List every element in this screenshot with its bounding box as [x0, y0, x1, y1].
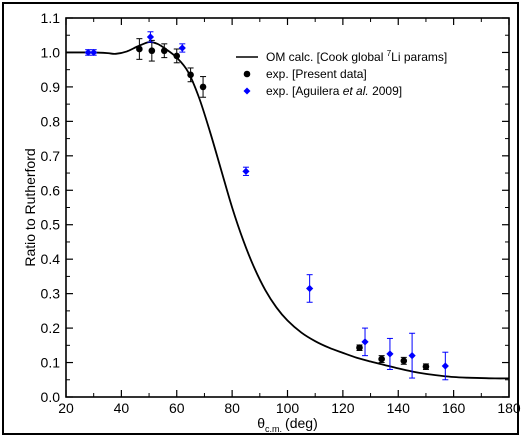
present-data-point [378, 355, 385, 364]
present-data-point [148, 39, 156, 62]
x-tick-label: 80 [224, 400, 240, 416]
x-tick-label: 60 [169, 400, 185, 416]
aguilera-data-point [408, 332, 416, 379]
x-tick-label: 140 [387, 400, 411, 416]
y-tick-label: 0.6 [41, 182, 61, 198]
x-axis-label-subscript: c.m. [265, 424, 282, 434]
circle-marker [199, 83, 207, 91]
legend-present-marker [243, 70, 251, 78]
y-tick-label: 0.1 [41, 355, 61, 371]
aguilera-data-point [441, 351, 449, 381]
y-tick-label: 0.5 [41, 217, 61, 233]
diamond-marker [306, 284, 314, 293]
legend-om-label-superscript: 7 [387, 49, 392, 58]
aguilera-data-point [90, 48, 98, 57]
circle-marker [173, 52, 181, 60]
x-tick-label: 120 [331, 400, 355, 416]
legend-aguilera-label: exp. [Aguilera et al. 2009] [266, 84, 402, 98]
aguilera-data-point [178, 43, 186, 53]
y-tick-label: 0.0 [41, 389, 61, 405]
aguilera-data-point [386, 337, 394, 370]
y-tick-label: 0.8 [41, 113, 61, 129]
diamond-marker [361, 338, 369, 346]
axis-ticks: 20 40 60 80 100 120 140 160 180 0.0 0.1 0.2 0.3 0.4 0.… [41, 10, 521, 416]
legend-aguilera-marker [243, 87, 251, 95]
circle-marker [356, 344, 363, 352]
diamond-marker [242, 167, 250, 175]
legend-aguilera-label-part1: exp. [Aguilera [266, 84, 343, 98]
circle-marker [148, 47, 156, 55]
diamond-marker [178, 44, 186, 52]
x-tick-label: 40 [114, 400, 130, 416]
plot-area [65, 17, 510, 398]
y-tick-label: 0.4 [41, 251, 61, 267]
y-tick-label: 1.1 [41, 10, 61, 26]
aguilera-data-point [361, 327, 369, 357]
data-points-layer [84, 31, 449, 381]
y-tick-label: 0.3 [41, 286, 61, 302]
legend-om-label-prefix: OM calc. [Cook global [266, 50, 387, 64]
x-tick-label: 100 [276, 400, 300, 416]
y-tick-label: 0.9 [41, 79, 61, 95]
present-data-point [356, 344, 363, 352]
present-data-point [400, 356, 408, 365]
aguilera-data-point [146, 31, 155, 43]
aguilera-data-point [242, 166, 250, 176]
legend-aguilera-label-part3: 2009] [369, 84, 402, 98]
circle-marker [422, 363, 430, 370]
x-tick-label: 20 [58, 400, 74, 416]
present-data-point [173, 48, 181, 64]
legend-aguilera-label-italic: et al. [343, 84, 369, 98]
x-axis-label-symbol: θ [257, 415, 265, 431]
present-data-point [199, 76, 207, 98]
x-axis-label-unit: (deg) [285, 415, 318, 431]
diamond-marker [386, 350, 394, 358]
present-data-point [136, 38, 143, 60]
aguilera-data-point [84, 48, 92, 57]
y-tick-label: 0.2 [41, 320, 61, 336]
x-tick-label: 180 [497, 400, 521, 416]
y-tick-label: 0.7 [41, 148, 61, 164]
circle-marker [160, 47, 168, 55]
diamond-marker [90, 48, 98, 57]
diamond-marker [146, 33, 155, 41]
present-data-point [160, 43, 168, 59]
diamond-marker [441, 362, 449, 370]
legend-om-label: OM calc. [Cook global 7Li params] [266, 49, 447, 64]
diamond-marker [408, 352, 416, 360]
present-data-point [422, 363, 430, 370]
y-axis-label: Ratio to Rutherford [22, 148, 38, 266]
aguilera-data-point [306, 274, 314, 303]
circle-marker [378, 355, 385, 363]
circle-marker [136, 45, 143, 53]
chart-frame [2, 2, 519, 435]
circle-marker [400, 357, 408, 365]
legend: OM calc. [Cook global 7Li params] exp. [… [236, 49, 447, 98]
x-tick-label: 160 [442, 400, 466, 416]
x-axis-label: θc.m. (deg) [257, 415, 317, 434]
present-data-point [187, 67, 194, 83]
diamond-marker [84, 48, 92, 57]
legend-present-label: exp. [Present data] [266, 67, 367, 81]
y-tick-label: 1.0 [41, 44, 61, 60]
circle-marker [187, 71, 194, 79]
legend-om-label-suffix: Li params] [391, 50, 447, 64]
